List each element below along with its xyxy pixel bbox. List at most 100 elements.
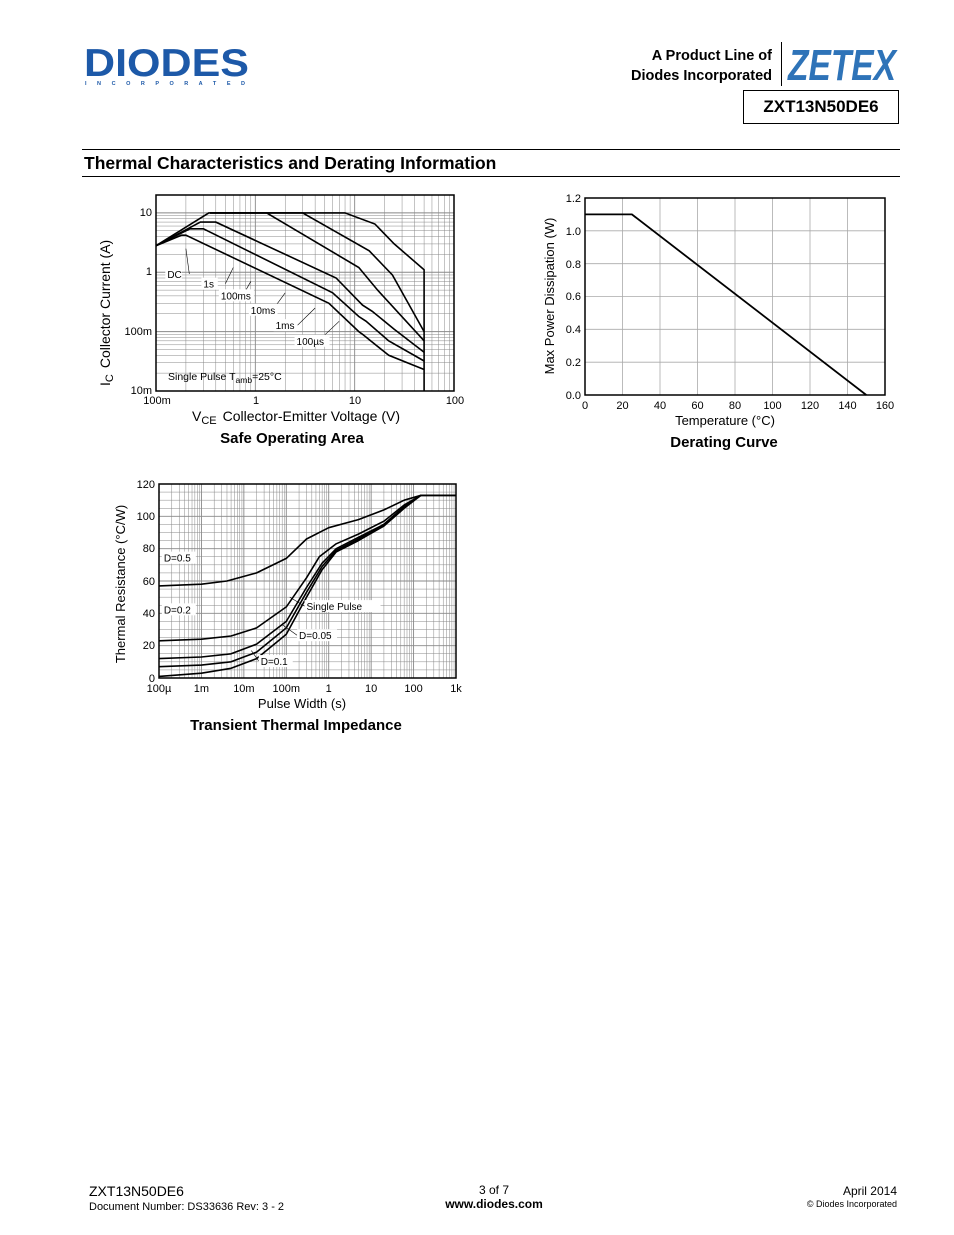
der-xtick-2: 40 [654, 400, 666, 412]
tti-curve-4 [158, 494, 456, 678]
der-ytick-6: 1.2 [566, 193, 581, 205]
der-curve-0 [585, 213, 867, 396]
zetex-logo-text: ZETEX [786, 41, 898, 84]
tti-label-bg-3 [297, 629, 338, 642]
soa-xtick-3: 100 [446, 395, 464, 407]
der-curves [585, 213, 867, 396]
soa-label-bg-5 [294, 334, 330, 347]
der-xtick-6: 120 [801, 400, 819, 412]
derating-curve-chart: 0 20 40 60 80 100 120 140 160 0.0 0.2 0.… [542, 193, 894, 451]
der-xtick-7: 140 [838, 400, 856, 412]
tti-grid [158, 484, 456, 678]
der-xtick-0: 0 [582, 400, 588, 412]
soa-xlabel: VCE Collector-Emitter Voltage (V) [192, 408, 400, 427]
soa-curve-1 [155, 228, 425, 362]
der-ytick-3: 0.6 [566, 291, 581, 303]
tti-label-1: D=0.2 [164, 605, 191, 616]
tti-xtick-0: 100µ [147, 683, 172, 695]
soa-label-0: DC [167, 270, 181, 281]
product-line-2: Diodes Incorporated [631, 68, 772, 84]
soa-label-bg-4 [273, 319, 297, 332]
section-title: Thermal Characteristics and Derating Inf… [84, 153, 497, 173]
tti-xtick-2: 10m [233, 683, 254, 695]
soa-plot-frame [155, 194, 455, 392]
zetex-logo: ZETEX [786, 41, 898, 84]
tti-title: Transient Thermal Impedance [190, 717, 402, 734]
soa-grid [155, 194, 454, 392]
der-ytick-0: 0.0 [566, 390, 581, 402]
tti-label-3: D=0.05 [299, 631, 332, 642]
der-xtick-1: 20 [616, 400, 628, 412]
der-xticks: 0 20 40 60 80 100 120 140 160 [582, 400, 894, 412]
soa-curves [155, 212, 425, 391]
soa-label-1: 1s [203, 280, 214, 291]
tti-yticks: 0 20 40 60 80 100 120 [137, 479, 155, 685]
der-yticks: 0.0 0.2 0.4 0.6 0.8 1.0 1.2 [566, 193, 581, 402]
header-divider [781, 42, 782, 86]
footer-part-number: ZXT13N50DE6 [89, 1183, 184, 1199]
tti-xtick-4: 1 [326, 683, 332, 695]
tti-curve-3 [158, 494, 456, 668]
soa-annotation: Single Pulse Tamb=25°C [168, 371, 282, 385]
der-ytick-4: 0.8 [566, 259, 581, 271]
footer-website-link[interactable]: www.diodes.com [445, 1197, 543, 1211]
soa-ytick-2: 1 [146, 266, 152, 278]
product-line-text: A Product Line of Diodes Incorporated [631, 46, 772, 86]
footer-page-number: 3 of 7 [478, 1183, 510, 1197]
section-rule-bottom [82, 176, 900, 177]
soa-label-5: 100µs [297, 337, 324, 348]
tti-label-bg-1 [161, 603, 196, 616]
soa-curve-3 [155, 212, 425, 342]
soa-xtick-1: 1 [253, 395, 259, 407]
tti-ytick-2: 40 [143, 608, 155, 620]
der-title: Derating Curve [670, 434, 778, 451]
tti-plot-frame [158, 483, 457, 679]
tti-xtick-7: 1k [450, 683, 462, 695]
der-xtick-5: 100 [763, 400, 781, 412]
soa-ylabel: ICCollector Current (A) [97, 240, 116, 386]
tti-curves [158, 494, 456, 678]
tti-ytick-4: 80 [143, 543, 155, 555]
der-ytick-5: 1.0 [566, 226, 581, 238]
tti-ytick-6: 120 [137, 479, 155, 491]
tti-xticks: 100µ 1m 10m 100m 1 10 100 1k [147, 683, 463, 695]
section-rule-top [82, 149, 900, 150]
diodes-logo-text: DIODES [84, 43, 249, 85]
der-xtick-3: 60 [691, 400, 703, 412]
soa-label-bg-1 [201, 277, 218, 290]
tti-curve-labels: D=0.5 D=0.2 D=0.1 D=0.05 Single Pulse [161, 551, 381, 668]
tti-label-2: D=0.1 [261, 657, 288, 668]
soa-label-bg-3 [248, 303, 278, 316]
tti-xtick-1: 1m [194, 683, 209, 695]
tti-label-0: D=0.5 [164, 554, 191, 565]
der-plot-frame [584, 197, 886, 396]
tti-ytick-5: 100 [137, 511, 155, 523]
soa-xtick-0: 100m [143, 395, 171, 407]
tti-curve-1 [158, 494, 456, 642]
tti-leader-4 [289, 596, 305, 607]
diodes-logo: DIODES I N C O R P O R A T E D [84, 43, 249, 87]
tti-leader-2 [251, 650, 259, 662]
tti-xtick-5: 10 [365, 683, 377, 695]
tti-curve-0 [158, 494, 456, 587]
tti-xtick-3: 100m [273, 683, 301, 695]
der-xtick-4: 80 [729, 400, 741, 412]
soa-label-2: 100ms [221, 291, 251, 302]
tti-ytick-0: 0 [149, 673, 155, 685]
tti-ytick-1: 20 [143, 640, 155, 652]
tti-xlabel: Pulse Width (s) [258, 696, 346, 711]
tti-label-bg-4 [304, 600, 381, 613]
transient-thermal-impedance-chart: D=0.5 D=0.2 D=0.1 D=0.05 Single Pulse 100µ 1… [113, 479, 463, 734]
footer-copyright: © Diodes Incorporated [806, 1199, 897, 1209]
soa-title: Safe Operating Area [220, 430, 364, 447]
der-ytick-1: 0.2 [566, 357, 581, 369]
soa-label-bg-2 [218, 289, 254, 302]
soa-label-bg-0 [165, 268, 182, 281]
soa-ytick-0: 10m [131, 385, 152, 397]
soa-leader-0 [185, 248, 190, 275]
der-xlabel: Temperature (°C) [675, 413, 775, 428]
soa-curve-2 [155, 221, 425, 353]
tti-ytick-3: 60 [143, 576, 155, 588]
